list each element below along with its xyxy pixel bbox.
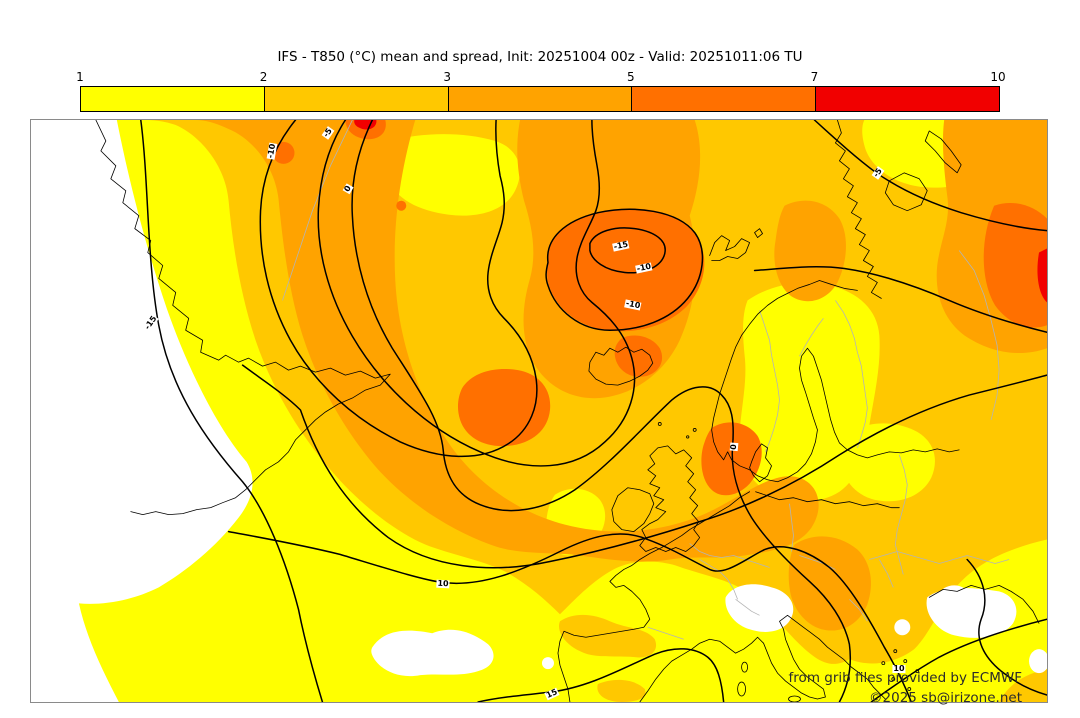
- page-title: IFS - T850 (°C) mean and spread, Init: 2…: [277, 49, 803, 65]
- colorbar-segment-1-2: [81, 87, 265, 111]
- spread-colorbar: 1 2 3 5 7 10: [76, 70, 1006, 112]
- colorbar-tick-10: 10: [990, 70, 1006, 84]
- colorbar-tick-labels: 1 2 3 5 7 10: [76, 70, 1005, 84]
- credit-copyright: ©2025 sb@irizone.net: [869, 690, 1022, 706]
- map-canvas: [31, 120, 1047, 702]
- contour-label-10: 10: [892, 664, 906, 673]
- colorbar-tick-3: 3: [443, 70, 452, 84]
- colorbar-gradient: [80, 86, 1000, 112]
- coastlines: [95, 120, 1040, 702]
- weather-map: -15 -10 -5 0 -15 -10 -10 -5 0 10 15 10: [30, 119, 1048, 703]
- colorbar-tick-1: 1: [76, 70, 84, 84]
- credit-ecmwf: from grib files provided by ECMWF: [788, 670, 1022, 686]
- colorbar-segment-7-10: [816, 87, 999, 111]
- colorbar-segment-5-7: [632, 87, 817, 111]
- spread-fill-field: [31, 120, 1047, 702]
- colorbar-tick-5: 5: [626, 70, 635, 84]
- colorbar-tick-7: 7: [810, 70, 819, 84]
- colorbar-segment-2-3: [264, 87, 449, 111]
- contour-label-0: 0: [728, 442, 739, 452]
- colorbar-tick-2: 2: [259, 70, 268, 84]
- contour-label-10: 10: [436, 578, 450, 589]
- temperature-contours: [140, 120, 1047, 702]
- colorbar-segment-3-5: [448, 87, 633, 111]
- country-borders: [282, 120, 1010, 640]
